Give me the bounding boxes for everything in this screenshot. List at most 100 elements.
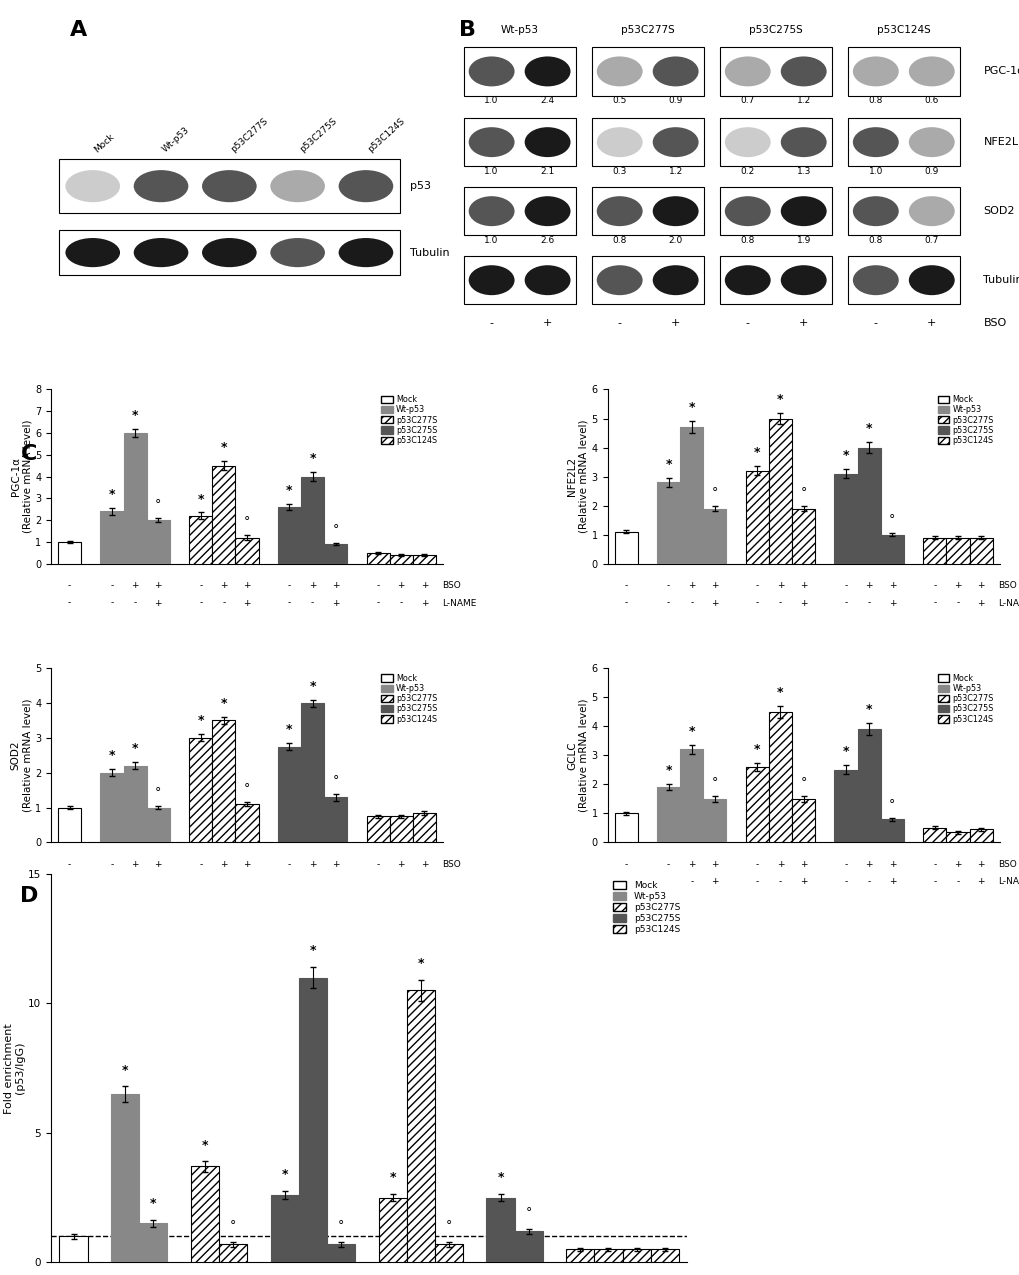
Text: -: - [666,877,669,886]
Text: -: - [844,877,847,886]
Bar [922,827,946,843]
Text: °: ° [525,1206,531,1219]
Text: *: * [220,441,227,454]
Text: 2.4: 2.4 [540,96,554,105]
Text: -: - [68,877,71,886]
Text: 0.3: 0.3 [611,167,627,176]
Text: *: * [131,742,139,755]
Bar [591,256,703,305]
Ellipse shape [524,196,570,226]
Text: *: * [309,680,316,692]
Text: °: ° [711,776,717,789]
Ellipse shape [65,238,120,268]
Bar [434,1244,463,1262]
Bar [378,1197,407,1262]
Bar [58,159,399,213]
Text: *: * [109,488,115,501]
Bar [366,816,389,843]
Bar [100,511,123,564]
Text: +: + [331,859,339,868]
Text: 0.7: 0.7 [740,96,754,105]
Bar [847,256,959,305]
Text: *: * [664,764,672,778]
Text: °: ° [332,774,338,787]
Ellipse shape [596,265,642,296]
Text: -: - [287,581,290,590]
Text: 1.0: 1.0 [484,236,498,245]
Text: -: - [745,319,749,329]
Text: 0.8: 0.8 [611,236,627,245]
Bar [212,465,235,564]
Text: °: ° [229,1219,236,1232]
Text: °: ° [800,776,806,789]
Text: +: + [976,598,984,607]
Text: 0.7: 0.7 [923,236,938,245]
Text: +: + [220,581,227,590]
Text: p53C275S: p53C275S [298,116,337,154]
Ellipse shape [468,56,514,87]
Text: -: - [779,877,782,886]
Legend: Mock, Wt-p53, p53C277S, p53C275S, p53C124S: Mock, Wt-p53, p53C277S, p53C275S, p53C12… [379,672,438,725]
Text: *: * [753,446,760,459]
Text: +: + [888,581,896,590]
Bar [464,47,575,96]
Text: +: + [243,581,251,590]
Text: *: * [842,746,849,759]
Text: -: - [287,877,290,886]
Bar [123,434,147,564]
Text: *: * [776,393,783,405]
Ellipse shape [780,265,825,296]
Text: +: + [710,859,718,868]
Text: °: ° [889,798,895,811]
Text: °: ° [337,1219,343,1232]
Text: L-NAME: L-NAME [441,598,476,607]
Bar [847,119,959,166]
Bar [147,807,169,843]
Ellipse shape [133,170,189,203]
Text: -: - [624,581,627,590]
Text: *: * [286,723,292,736]
Bar [366,553,389,564]
Bar [219,1244,247,1262]
Ellipse shape [725,56,770,87]
Text: -: - [755,581,758,590]
Ellipse shape [725,265,770,296]
Text: +: + [154,877,162,886]
Text: *: * [121,1063,128,1076]
Bar [594,1250,622,1262]
Bar [968,829,991,843]
Text: 1.9: 1.9 [796,236,810,245]
Text: -: - [624,859,627,868]
Text: 0.6: 0.6 [923,96,938,105]
Bar [680,427,703,564]
Ellipse shape [133,238,189,268]
Text: +: + [799,877,807,886]
Bar [299,978,326,1262]
Bar [212,720,235,843]
Text: °: ° [155,785,161,799]
Text: 2.6: 2.6 [540,236,554,245]
Legend: Mock, Wt-p53, p53C277S, p53C275S, p53C124S: Mock, Wt-p53, p53C277S, p53C275S, p53C12… [379,394,438,446]
Text: *: * [150,1197,156,1210]
Bar [464,119,575,166]
Bar [922,538,946,564]
Ellipse shape [524,56,570,87]
Text: °: ° [244,783,250,796]
Text: +: + [864,581,872,590]
Y-axis label: GCLC
(Relative mRNA level): GCLC (Relative mRNA level) [567,699,588,812]
Text: +: + [154,581,162,590]
Text: +: + [888,877,896,886]
Bar [139,1224,167,1262]
Text: -: - [932,598,935,607]
Text: 0.8: 0.8 [868,96,882,105]
Bar [880,534,903,564]
Ellipse shape [596,196,642,226]
Text: -: - [199,598,202,607]
Ellipse shape [852,128,898,157]
Bar [847,47,959,96]
Text: -: - [932,859,935,868]
Ellipse shape [852,265,898,296]
Text: -: - [222,877,225,886]
Text: °: ° [711,486,717,499]
Text: *: * [776,686,783,699]
